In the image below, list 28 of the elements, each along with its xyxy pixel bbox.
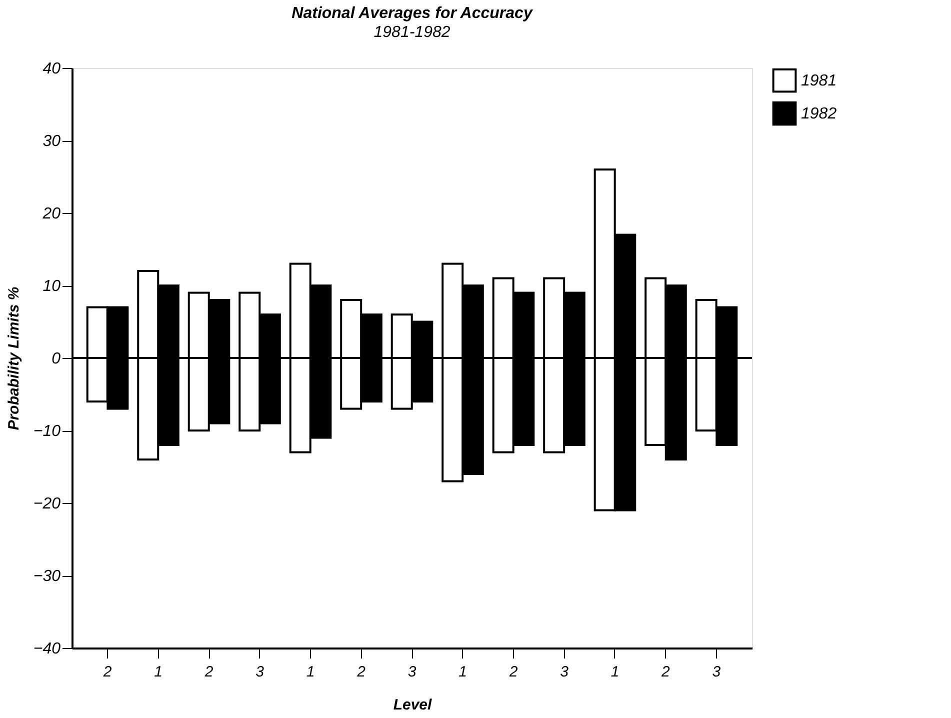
x-tick-label: 1	[306, 664, 315, 680]
legend-label: 1981	[801, 72, 837, 90]
y-tick-label: −30	[33, 568, 61, 585]
y-tick-label: 40	[42, 60, 61, 78]
y-tick-label: −10	[33, 423, 61, 440]
x-axis-title: Level	[393, 696, 433, 714]
x-tick-label: 1	[458, 664, 467, 680]
x-tick-label: 2	[356, 664, 366, 680]
y-tick-label: 30	[42, 133, 61, 150]
y-tick-label: 10	[42, 278, 61, 295]
y-axis-title: Probability Limits %	[5, 286, 22, 430]
x-tick-label: 1	[154, 664, 162, 680]
legend-label: 1982	[801, 106, 837, 122]
chart-title: National Averages for Accuracy	[292, 5, 534, 22]
x-tick-label: 2	[204, 664, 214, 680]
chart-subtitle: 1981-1982	[374, 24, 450, 41]
x-tick-label: 2	[660, 664, 671, 680]
x-tick-label: 3	[712, 664, 722, 680]
y-tick-label: −20	[33, 496, 61, 512]
x-tick-label: 3	[256, 664, 265, 680]
y-tick-label: 0	[52, 350, 61, 368]
y-tick-label: 20	[42, 206, 61, 222]
x-tick-label: 3	[560, 664, 570, 680]
x-tick-label: 1	[610, 664, 620, 680]
x-tick-label: 3	[408, 664, 417, 680]
x-tick-label: 2	[508, 664, 518, 680]
y-tick-label: −40	[33, 640, 61, 658]
x-tick-label: 2	[102, 664, 112, 680]
